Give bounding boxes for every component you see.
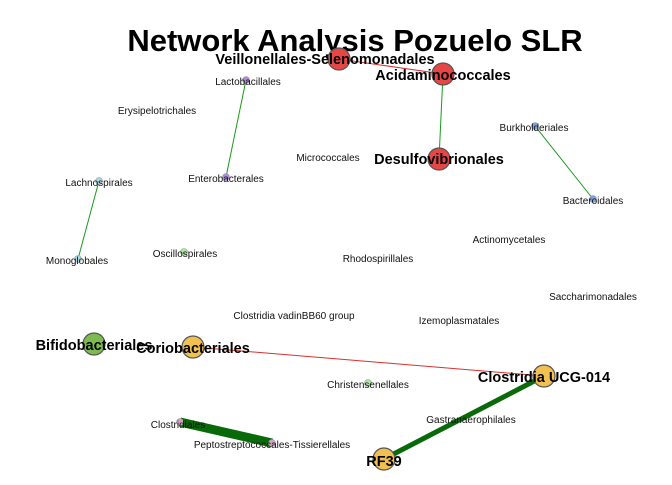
node-bifidobacteriales bbox=[82, 332, 106, 356]
node-label-izemoplasmatales: Izemoplasmatales bbox=[419, 316, 500, 327]
node-oscillospirales bbox=[180, 248, 188, 256]
node-label-erysipelotrichales: Erysipelotrichales bbox=[118, 106, 196, 117]
node-clostridiales bbox=[176, 418, 184, 426]
node-label-rf39: RF39 bbox=[366, 454, 401, 470]
node-lactobacillales bbox=[242, 76, 250, 84]
node-label-oscillospirales: Oscillospirales bbox=[153, 249, 217, 260]
node-burkholderiales bbox=[531, 122, 539, 130]
node-christensenellales bbox=[364, 379, 372, 387]
node-clostridia_ucg014 bbox=[532, 364, 556, 388]
node-rf39 bbox=[372, 447, 396, 471]
node-label-rhodospirillales: Rhodospirillales bbox=[343, 254, 414, 265]
node-label-peptostreptococcales: Peptostreptococcales-Tissierellales bbox=[194, 440, 350, 451]
node-veillonellales bbox=[327, 47, 351, 71]
node-peptostreptococcales bbox=[268, 439, 276, 447]
node-label-actinomycetales: Actinomycetales bbox=[473, 235, 546, 246]
edges-layer bbox=[77, 58, 594, 462]
node-label-gastranaerophilales: Gastranaerophilales bbox=[426, 415, 516, 426]
edge-burkholderiales-bacteroidales bbox=[534, 125, 594, 200]
node-label-christensenellales: Christensenellales bbox=[327, 380, 409, 391]
node-label-micrococcales: Micrococcales bbox=[296, 153, 359, 164]
diagram-title: Network Analysis Pozuelo SLR bbox=[127, 23, 582, 58]
edge-coriobacteriales-clostridia_ucg014 bbox=[192, 346, 545, 377]
node-label-acidaminococcales: Acidaminococcales bbox=[375, 68, 510, 84]
node-acidaminococcales bbox=[431, 62, 455, 86]
node-label-lachnospirales: Lachnospirales bbox=[65, 178, 132, 189]
node-label-veillonellales: Veillonellales-Selenomonadales bbox=[215, 52, 434, 68]
node-label-saccharimonadales: Saccharimonadales bbox=[549, 292, 637, 303]
node-lachnospirales bbox=[95, 177, 103, 185]
edge-clostridiales-peptostreptococcales bbox=[178, 417, 274, 448]
node-label-lactobacillales: Lactobacillales bbox=[215, 77, 281, 88]
node-label-desulfovibrionales: Desulfovibrionales bbox=[374, 152, 504, 168]
node-label-bifidobacteriales: Bifidobacteriales bbox=[36, 338, 153, 354]
node-label-enterobacterales: Enterobacterales bbox=[188, 174, 264, 185]
node-bacteroidales bbox=[589, 195, 597, 203]
node-label-clostridiales: Clostridiales bbox=[151, 420, 205, 431]
edge-acidaminococcales-desulfovibrionales bbox=[438, 73, 444, 160]
node-label-clostridia_vadin: Clostridia vadinBB60 group bbox=[233, 311, 355, 322]
edge-lactobacillales-enterobacterales bbox=[225, 79, 247, 178]
node-label-bacteroidales: Bacteroidales bbox=[563, 196, 624, 207]
node-label-monoglobales: Monoglobales bbox=[46, 256, 108, 267]
node-coriobacteriales bbox=[181, 335, 205, 359]
edge-veillonellales-acidaminococcales bbox=[338, 58, 444, 75]
node-label-clostridia_ucg014: Clostridia UCG-014 bbox=[478, 370, 610, 386]
nodes-layer bbox=[74, 47, 597, 471]
node-monoglobales bbox=[74, 255, 82, 263]
node-label-burkholderiales: Burkholderiales bbox=[500, 123, 569, 134]
node-label-coriobacteriales: Coriobacteriales bbox=[136, 341, 250, 357]
node-enterobacterales bbox=[222, 173, 230, 181]
node-desulfovibrionales bbox=[427, 147, 451, 171]
edge-clostridia_ucg014-rf39 bbox=[382, 373, 546, 462]
edge-lachnospirales-monoglobales bbox=[77, 180, 100, 260]
labels-layer: Veillonellales-SelenomonadalesAcidaminoc… bbox=[36, 52, 637, 470]
